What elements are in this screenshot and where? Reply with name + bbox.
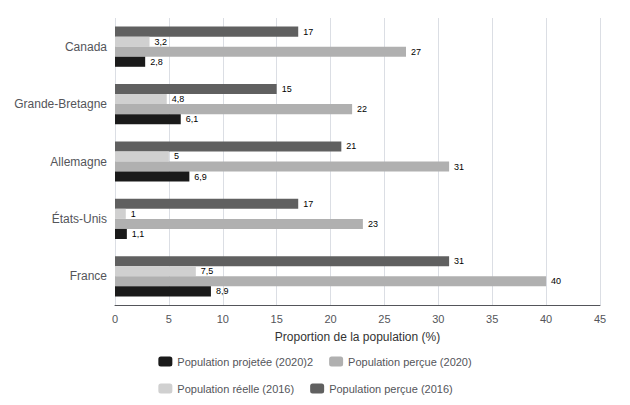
svg-text:Population réelle (2016): Population réelle (2016) — [177, 383, 294, 395]
svg-text:7,5: 7,5 — [201, 266, 214, 276]
svg-text:40: 40 — [540, 313, 552, 325]
svg-text:5: 5 — [174, 151, 179, 161]
svg-text:Allemagne: Allemagne — [50, 155, 107, 169]
svg-text:35: 35 — [486, 313, 498, 325]
svg-text:21: 21 — [346, 141, 356, 151]
svg-text:5: 5 — [166, 313, 172, 325]
svg-text:Proportion de la population (%: Proportion de la population (%) — [275, 330, 440, 344]
svg-text:France: France — [70, 269, 108, 283]
svg-text:8,9: 8,9 — [216, 286, 229, 296]
svg-text:États-Unis: États-Unis — [52, 211, 107, 226]
svg-text:15: 15 — [282, 84, 292, 94]
svg-text:31: 31 — [454, 256, 464, 266]
svg-text:27: 27 — [411, 47, 421, 57]
svg-text:6,9: 6,9 — [194, 172, 207, 182]
svg-text:15: 15 — [271, 313, 283, 325]
svg-text:25: 25 — [378, 313, 390, 325]
svg-text:Population perçue (2020): Population perçue (2020) — [348, 356, 472, 368]
svg-text:1: 1 — [131, 209, 136, 219]
svg-text:31: 31 — [454, 162, 464, 172]
svg-text:45: 45 — [594, 313, 606, 325]
svg-text:23: 23 — [368, 219, 378, 229]
svg-text:Grande-Bretagne: Grande-Bretagne — [14, 97, 107, 111]
svg-text:Population projetée (2020)2: Population projetée (2020)2 — [177, 356, 313, 368]
svg-text:6,1: 6,1 — [186, 114, 199, 124]
svg-text:20: 20 — [324, 313, 336, 325]
svg-text:30: 30 — [432, 313, 444, 325]
svg-text:4,8: 4,8 — [172, 94, 185, 104]
svg-text:2,8: 2,8 — [150, 57, 163, 67]
svg-text:Population perçue (2016): Population perçue (2016) — [329, 383, 453, 395]
svg-text:10: 10 — [217, 313, 229, 325]
svg-text:0: 0 — [112, 313, 118, 325]
svg-text:17: 17 — [303, 199, 313, 209]
svg-text:40: 40 — [551, 276, 561, 286]
svg-text:Canada: Canada — [65, 40, 107, 54]
svg-text:3,2: 3,2 — [154, 37, 167, 47]
svg-text:17: 17 — [303, 27, 313, 37]
svg-text:22: 22 — [357, 104, 367, 114]
svg-text:1,1: 1,1 — [132, 229, 145, 239]
